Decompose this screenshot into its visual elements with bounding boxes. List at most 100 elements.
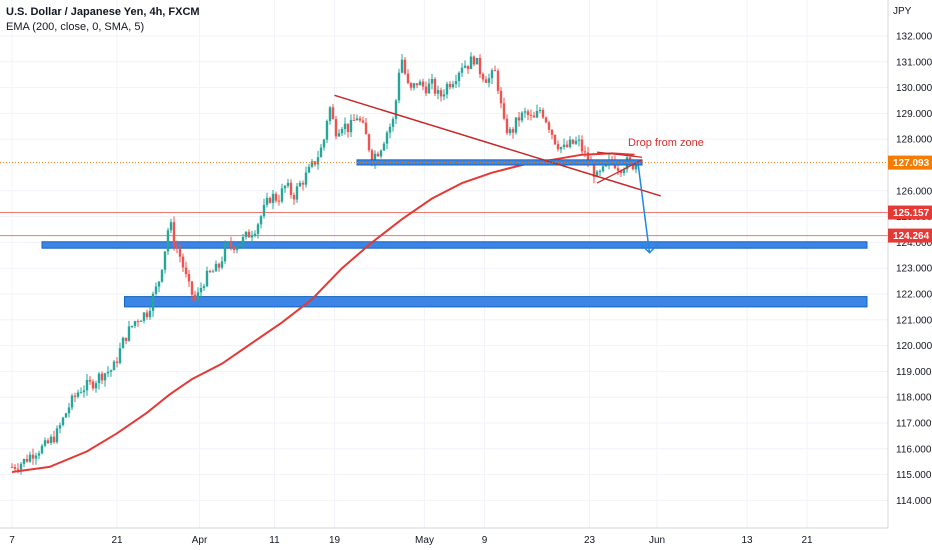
candle-body-121[interactable]	[373, 153, 377, 163]
candle-body-34[interactable]	[112, 361, 116, 371]
candle-body-64[interactable]	[202, 286, 206, 289]
candle-body-156[interactable]	[478, 57, 482, 75]
candle-body-142[interactable]	[436, 90, 440, 94]
candle-body-25[interactable]	[85, 379, 89, 391]
candle-body-118[interactable]	[364, 122, 368, 135]
candle-body-78[interactable]	[244, 231, 248, 237]
candle-body-89[interactable]	[277, 200, 281, 202]
candle-body-75[interactable]	[235, 246, 239, 251]
candle-body-13[interactable]	[49, 436, 53, 444]
candle-body-183[interactable]	[559, 147, 563, 150]
candle-body-95[interactable]	[295, 186, 299, 200]
candle-body-48[interactable]	[154, 286, 158, 294]
candle-body-147[interactable]	[451, 84, 455, 88]
candle-body-67[interactable]	[211, 271, 215, 273]
candle-body-143[interactable]	[439, 90, 443, 97]
candle-body-109[interactable]	[337, 133, 341, 137]
candle-body-5[interactable]	[25, 458, 29, 462]
candle-body-126[interactable]	[388, 126, 392, 133]
candle-body-4[interactable]	[22, 458, 26, 464]
candle-body-106[interactable]	[328, 107, 332, 122]
candle-body-63[interactable]	[199, 288, 203, 293]
candle-body-53[interactable]	[169, 222, 173, 231]
candle-body-28[interactable]	[94, 383, 98, 389]
candle-body-196[interactable]	[598, 171, 602, 173]
candle-body-21[interactable]	[73, 395, 77, 397]
candle-body-204[interactable]	[622, 169, 626, 173]
candle-body-30[interactable]	[100, 373, 104, 381]
candle-body-12[interactable]	[46, 440, 50, 444]
candle-body-40[interactable]	[130, 325, 134, 327]
price-axis-background[interactable]	[888, 0, 932, 550]
candle-body-155[interactable]	[475, 57, 479, 65]
candle-body-123[interactable]	[379, 150, 383, 157]
candle-body-105[interactable]	[325, 121, 329, 140]
candle-body-180[interactable]	[550, 129, 554, 135]
candle-body-50[interactable]	[160, 269, 164, 282]
candle-body-120[interactable]	[370, 150, 374, 163]
candle-body-144[interactable]	[442, 94, 446, 97]
candle-body-173[interactable]	[529, 114, 533, 116]
candle-body-55[interactable]	[175, 246, 179, 249]
candle-body-3[interactable]	[19, 463, 23, 470]
candle-body-185[interactable]	[565, 144, 569, 147]
candle-body-125[interactable]	[385, 132, 389, 144]
candle-body-178[interactable]	[544, 117, 548, 123]
candle-body-45[interactable]	[145, 312, 149, 318]
candle-body-42[interactable]	[136, 321, 140, 323]
candle-body-68[interactable]	[214, 263, 218, 272]
candle-body-27[interactable]	[91, 381, 95, 389]
drawings[interactable]	[0, 94, 888, 254]
candle-body-113[interactable]	[349, 119, 353, 133]
candle-body-22[interactable]	[76, 392, 80, 397]
candle-body-61[interactable]	[193, 294, 197, 300]
candle-body-35[interactable]	[115, 361, 119, 363]
candle-body-87[interactable]	[271, 193, 275, 203]
candle-body-172[interactable]	[526, 111, 530, 115]
support-zone-upper[interactable]	[41, 241, 868, 249]
candle-body-129[interactable]	[397, 72, 401, 101]
candle-body-114[interactable]	[352, 119, 356, 121]
candle-body-132[interactable]	[406, 73, 410, 83]
candle-body-188[interactable]	[574, 140, 578, 144]
candle-body-152[interactable]	[466, 65, 470, 70]
candle-body-33[interactable]	[109, 370, 113, 372]
candle-body-62[interactable]	[196, 292, 200, 300]
candle-body-153[interactable]	[469, 56, 473, 70]
candle-body-7[interactable]	[31, 454, 35, 459]
candle-body-190[interactable]	[580, 139, 584, 152]
candle-body-191[interactable]	[583, 151, 587, 153]
candle-body-94[interactable]	[292, 194, 296, 200]
candle-body-130[interactable]	[400, 59, 404, 73]
candle-body-145[interactable]	[445, 83, 449, 95]
candle-body-146[interactable]	[448, 83, 452, 88]
candle-body-179[interactable]	[547, 122, 551, 130]
candle-body-41[interactable]	[133, 321, 137, 326]
candle-body-159[interactable]	[487, 78, 491, 83]
candle-body-72[interactable]	[226, 242, 230, 245]
candle-body-70[interactable]	[220, 261, 224, 268]
candle-body-111[interactable]	[343, 123, 347, 130]
candle-body-85[interactable]	[265, 197, 269, 205]
candle-body-32[interactable]	[106, 371, 110, 374]
candle-body-17[interactable]	[61, 417, 65, 426]
candle-body-158[interactable]	[484, 79, 488, 83]
candle-body-82[interactable]	[256, 224, 260, 234]
candle-body-112[interactable]	[346, 123, 350, 133]
candle-body-160[interactable]	[490, 70, 494, 79]
candle-body-49[interactable]	[157, 281, 161, 287]
candle-body-139[interactable]	[427, 83, 431, 94]
candle-body-110[interactable]	[340, 129, 344, 134]
candle-body-88[interactable]	[274, 193, 278, 201]
candle-body-100[interactable]	[310, 161, 314, 167]
candle-body-47[interactable]	[151, 293, 155, 311]
candle-body-18[interactable]	[64, 413, 68, 418]
candle-body-182[interactable]	[556, 144, 560, 150]
candle-body-148[interactable]	[454, 81, 458, 85]
candle-body-29[interactable]	[97, 373, 101, 384]
candle-body-165[interactable]	[505, 118, 509, 134]
triangle-top-line[interactable]	[596, 151, 643, 158]
candle-body-71[interactable]	[223, 244, 227, 262]
candle-body-77[interactable]	[241, 236, 245, 245]
downtrend-line[interactable]	[334, 94, 661, 197]
